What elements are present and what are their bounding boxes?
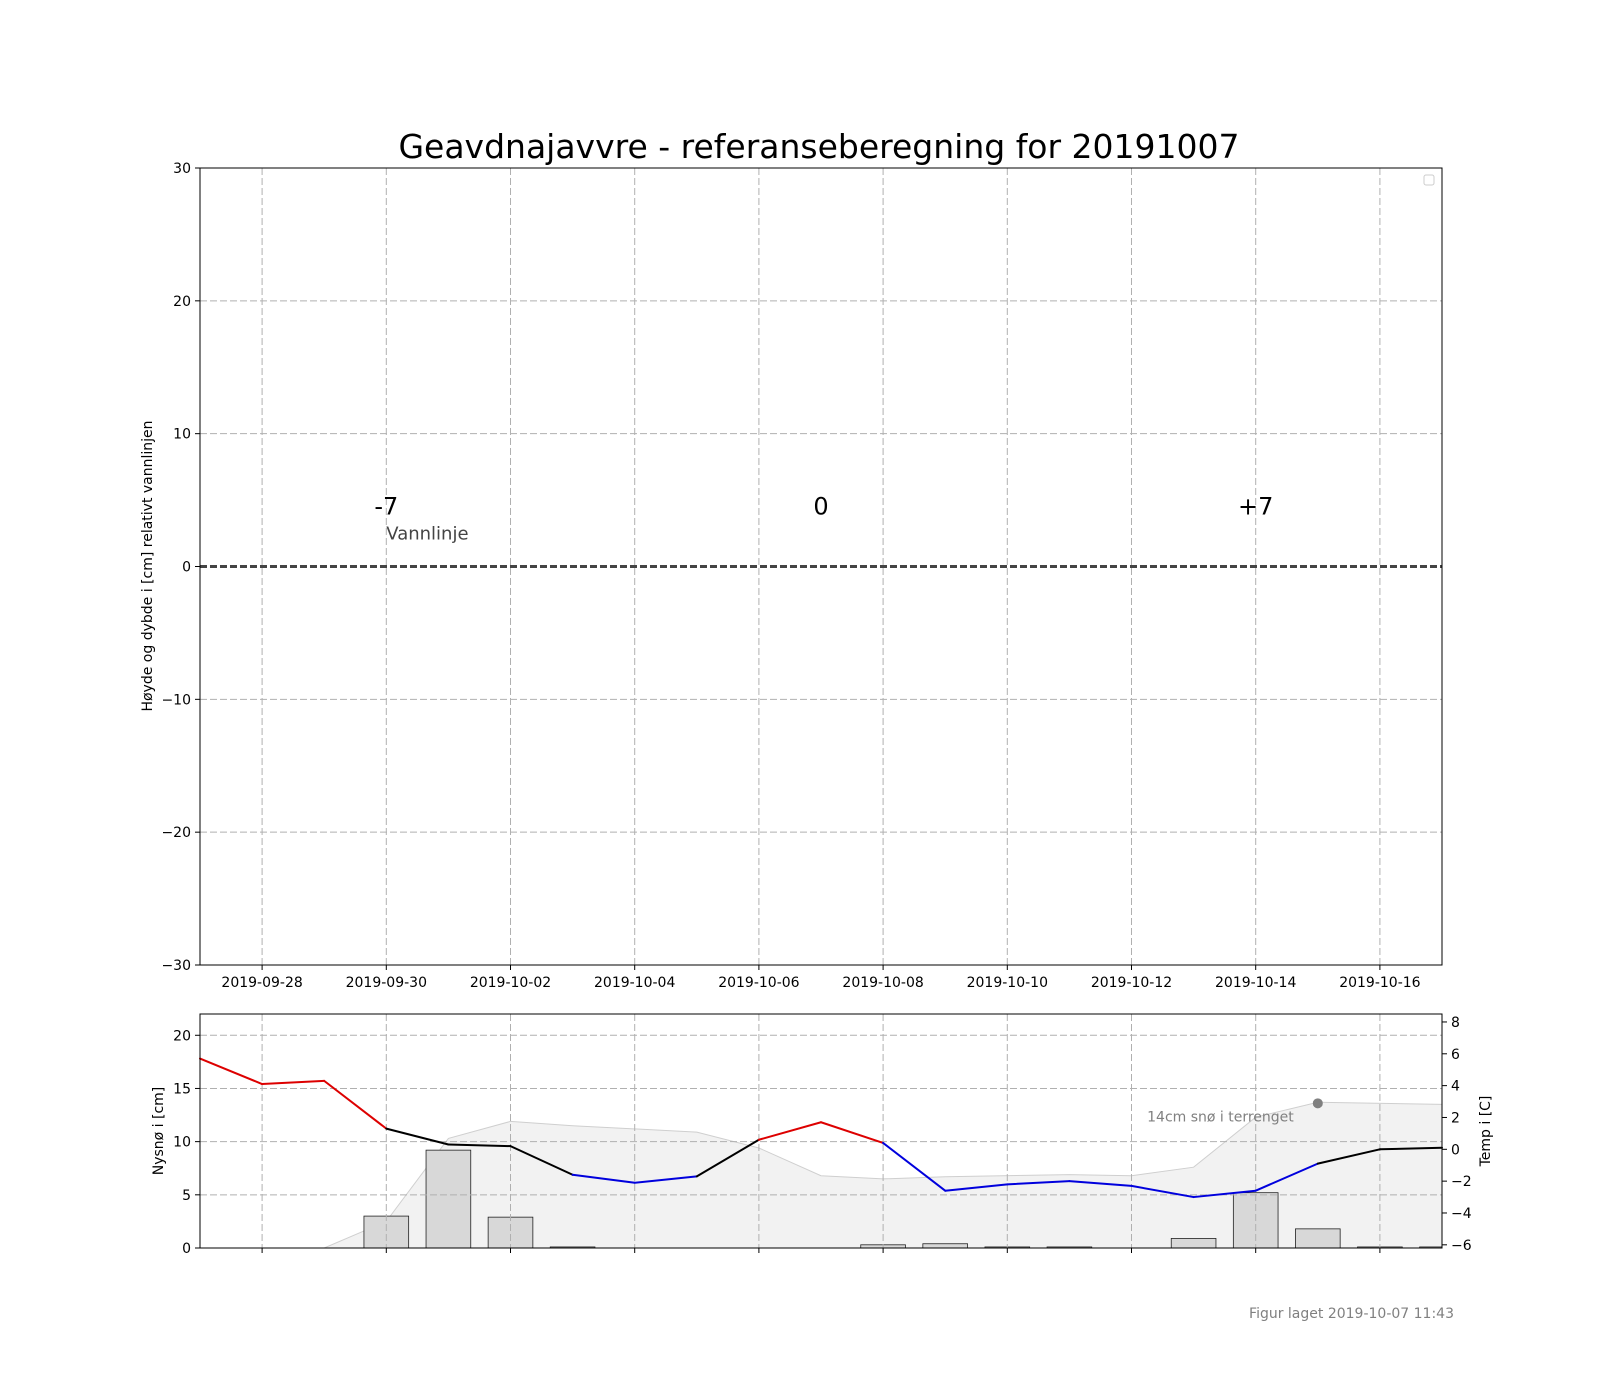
waterline-chart: Vannlinje -7 0 +7 −30 −20 −10 0 10 20 30 2019-09… — [140, 161, 1443, 991]
snow-y-tick-label: 20 — [173, 1028, 191, 1044]
temperature-segment — [447, 1143, 512, 1148]
temperature-segment — [1130, 1184, 1195, 1199]
bottom-x-axis — [261, 1248, 1381, 1253]
temperature-segment — [1254, 1162, 1319, 1192]
new-snow-bars — [363, 1149, 1443, 1249]
temperature-y-tick-label: 8 — [1451, 1015, 1460, 1031]
top-y-tick-label: 30 — [173, 161, 191, 177]
snow-y-tick-label: 0 — [182, 1241, 191, 1257]
new-snow-bar — [1170, 1238, 1217, 1249]
snow-y-tick-label: 10 — [173, 1135, 191, 1151]
top-x-axis: 2019-09-28 2019-09-30 2019-10-02 2019-10-04… — [221, 965, 1421, 991]
temperature-y-tick-label: −2 — [1451, 1174, 1472, 1190]
new-snow-bar — [487, 1216, 534, 1249]
temperature-y-tick-label: 6 — [1451, 1047, 1460, 1063]
top-x-tick-label: 2019-10-06 — [718, 975, 799, 991]
day-markers: -7 0 +7 — [374, 493, 1273, 521]
top-y-tick-label: 0 — [182, 560, 191, 576]
temperature-segment — [1316, 1148, 1381, 1165]
top-y-tick-label: −10 — [161, 692, 191, 708]
chart-title: Geavdnajavvre - referanseberegning for 2… — [398, 127, 1239, 166]
snow-y-axis: 0 5 10 15 20 — [173, 1028, 200, 1257]
top-x-tick-label: 2019-10-02 — [470, 975, 551, 991]
snow-depth-annotation: 14cm snø i terrenget — [1147, 1098, 1323, 1125]
top-y-axis: −30 −20 −10 0 10 20 30 — [161, 161, 200, 974]
top-y-tick-label: 10 — [173, 427, 191, 443]
temperature-line — [199, 1057, 1443, 1199]
snow-temperature-chart: 14cm snø i terrenget 0 5 10 15 20 −6 −4 −2 0 2 4 6… — [151, 1013, 1494, 1257]
temperature-segment — [1006, 1180, 1071, 1186]
top-x-tick-label: 2019-10-14 — [1215, 975, 1296, 991]
empty-legend — [1423, 174, 1435, 186]
day-marker-label: 0 — [813, 493, 828, 521]
temperature-segment — [509, 1145, 574, 1176]
top-x-tick-label: 2019-10-08 — [842, 975, 923, 991]
top-y-tick-label: −20 — [161, 825, 191, 841]
new-snow-bar — [425, 1149, 472, 1249]
new-snow-bar — [363, 1215, 410, 1249]
temperature-segment — [385, 1127, 450, 1146]
temperature-y-tick-label: 4 — [1451, 1079, 1460, 1095]
new-snow-bar — [922, 1243, 968, 1249]
snow-depth-label: 14cm snø i terrenget — [1147, 1109, 1294, 1125]
day-marker-label: -7 — [374, 493, 398, 521]
snow-depth-marker — [1312, 1098, 1323, 1109]
top-grid — [200, 167, 1442, 966]
waterline-label: Vannlinje — [386, 524, 468, 545]
waterline: Vannlinje — [200, 524, 1442, 568]
top-y-axis-label: Høyde og dybde i [cm] relativt vannlinje… — [140, 420, 156, 711]
snow-y-tick-label: 15 — [173, 1081, 191, 1097]
top-y-tick-label: 20 — [173, 294, 191, 310]
temperature-y-tick-label: −4 — [1451, 1206, 1472, 1222]
temperature-y-tick-label: 0 — [1451, 1142, 1460, 1158]
temperature-segment — [633, 1175, 698, 1184]
top-x-tick-label: 2019-09-28 — [221, 975, 302, 991]
top-x-tick-label: 2019-10-12 — [1091, 975, 1172, 991]
temperature-y-axis-label: Temp i [C] — [1478, 1096, 1494, 1168]
temperature-segment — [944, 1183, 1009, 1192]
top-x-tick-label: 2019-10-04 — [594, 975, 675, 991]
temperature-segment — [820, 1121, 885, 1144]
temperature-segment — [261, 1079, 326, 1086]
temperature-y-tick-label: −6 — [1451, 1238, 1472, 1254]
temperature-segment — [323, 1079, 388, 1130]
temperature-y-tick-label: 2 — [1451, 1110, 1460, 1126]
temperature-segment — [1192, 1189, 1257, 1199]
temperature-y-axis: −6 −4 −2 0 2 4 6 8 — [1442, 1015, 1472, 1254]
snow-y-axis-label: Nysnø i [cm] — [151, 1087, 167, 1176]
temperature-segment — [695, 1138, 760, 1178]
temperature-segment — [757, 1121, 822, 1141]
temperature-segment — [1378, 1146, 1443, 1151]
top-x-tick-label: 2019-10-16 — [1339, 975, 1420, 991]
day-marker-label: +7 — [1238, 493, 1273, 521]
figure-footer: Figur laget 2019-10-07 11:43 — [1249, 1306, 1454, 1322]
snow-y-tick-label: 5 — [182, 1188, 191, 1204]
temperature-segment — [882, 1141, 947, 1192]
top-x-tick-label: 2019-10-10 — [967, 975, 1048, 991]
temperature-segment — [571, 1173, 636, 1184]
top-y-tick-label: −30 — [161, 958, 191, 974]
temperature-segment — [1068, 1180, 1133, 1187]
temperature-segment — [199, 1057, 264, 1086]
new-snow-bar — [1295, 1228, 1341, 1249]
bottom-plot-frame — [199, 1013, 1443, 1249]
top-x-tick-label: 2019-09-30 — [346, 975, 427, 991]
